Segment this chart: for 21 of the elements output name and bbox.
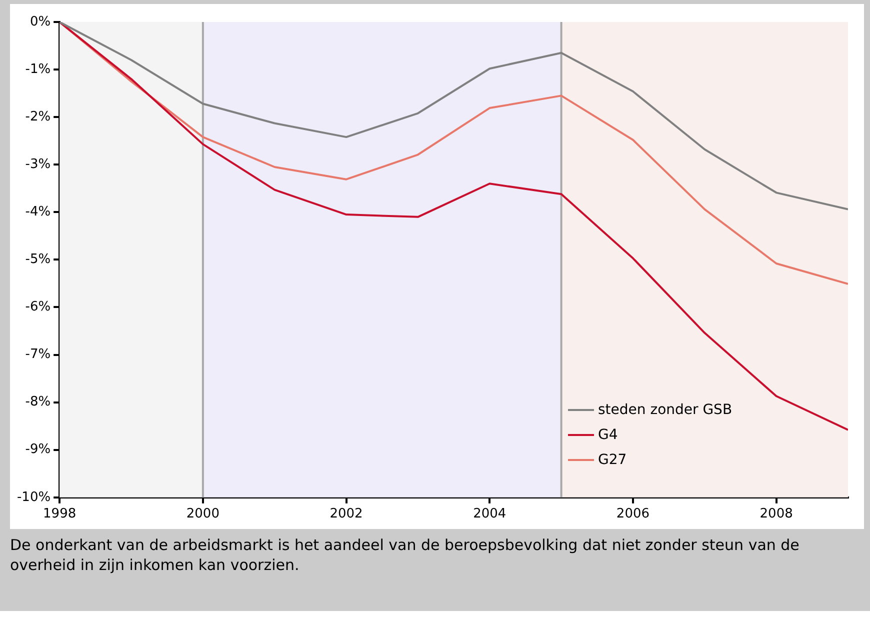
y-tick-label: -10% bbox=[16, 490, 51, 505]
x-tick-label: 1998 bbox=[43, 506, 76, 522]
y-tick-label: -3% bbox=[25, 156, 51, 172]
y-tick-label: -8% bbox=[25, 394, 51, 410]
legend-label: G27 bbox=[598, 452, 627, 468]
x-tick-label: 2006 bbox=[616, 506, 650, 522]
x-tick-label: 2008 bbox=[760, 506, 793, 522]
x-tick-label: 2004 bbox=[473, 506, 506, 522]
y-tick-label: -4% bbox=[25, 204, 51, 220]
legend-label: steden zonder GSB bbox=[598, 402, 732, 418]
y-tick-label: -9% bbox=[25, 442, 51, 458]
legend-label: G4 bbox=[598, 426, 618, 443]
x-tick-label: 2000 bbox=[186, 506, 220, 522]
y-tick-label: -5% bbox=[25, 252, 51, 268]
text: De onderkant van de arbeidsmarkt is het aandeel van de beroepsbevolking dat niet zonder steun van de overheid in zijn inkomen kan voorzien. bbox=[9, 535, 800, 576]
y-tick-label: 0% bbox=[30, 14, 51, 30]
y-tick-label: -1% bbox=[25, 62, 51, 77]
y-tick-label: -2% bbox=[25, 109, 51, 124]
y-tick-label: -7% bbox=[25, 347, 51, 362]
y-tick-label: -6% bbox=[25, 300, 51, 315]
x-tick-label: 2002 bbox=[330, 506, 363, 522]
